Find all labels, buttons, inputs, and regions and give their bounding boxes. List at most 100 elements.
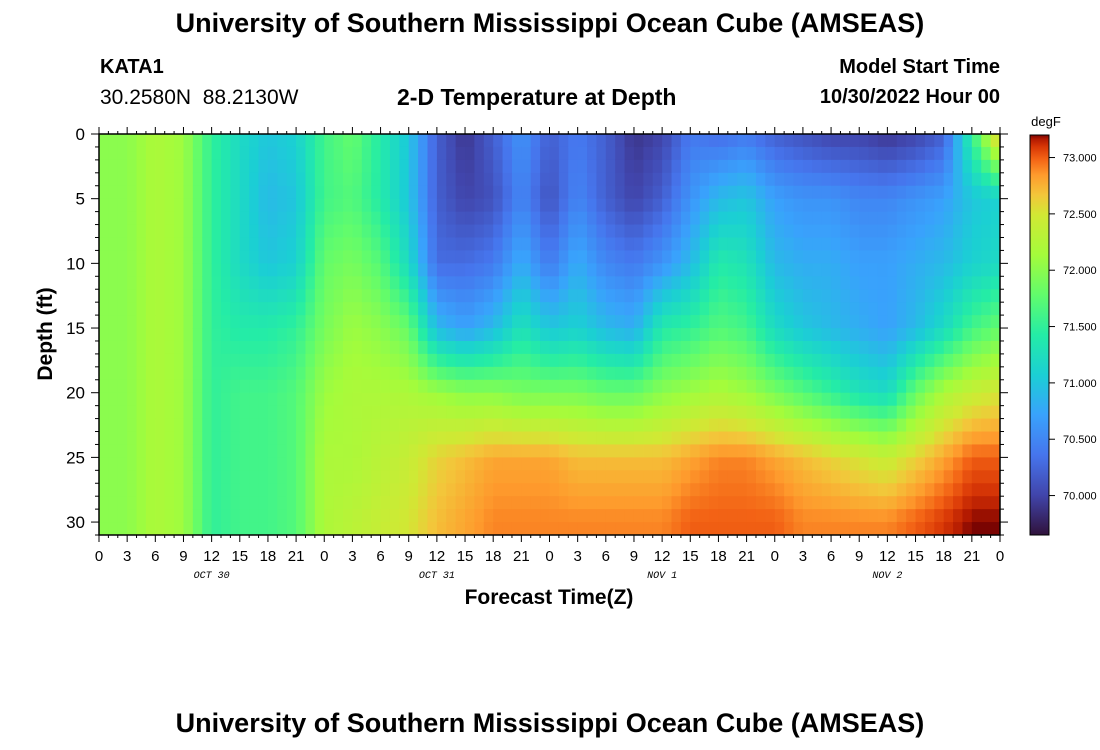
heatmap-cell [774, 470, 785, 484]
heatmap-cell [221, 276, 231, 290]
colorbar-units: degF [1031, 114, 1061, 129]
heatmap-cell [380, 483, 391, 497]
heatmap-cell [380, 522, 391, 535]
heatmap-cell [474, 224, 485, 239]
heatmap-cell [643, 237, 654, 252]
heatmap-cell [108, 211, 119, 226]
heatmap-cell [483, 496, 494, 510]
heatmap-cell [859, 211, 870, 226]
heatmap-cell [971, 302, 982, 316]
heatmap-cell [511, 496, 522, 510]
heatmap-cell [793, 522, 804, 535]
heatmap-cell [408, 237, 419, 252]
heatmap-cell [727, 289, 738, 303]
heatmap-cell [211, 470, 222, 484]
heatmap-cell [380, 509, 391, 523]
heatmap-cell [408, 302, 419, 316]
heatmap-cell [418, 302, 429, 316]
heatmap-cell [483, 431, 494, 446]
heatmap-cell [117, 405, 128, 420]
heatmap-cell [296, 289, 307, 303]
heatmap-cell [530, 470, 541, 484]
heatmap-cell [117, 302, 128, 316]
heatmap-cell [812, 340, 823, 355]
heatmap-cell [183, 405, 194, 420]
heatmap-cell [389, 211, 400, 226]
heatmap-cell [943, 509, 954, 523]
heatmap-cell [221, 185, 231, 200]
heatmap-cell [380, 405, 391, 420]
heatmap-cell [361, 353, 372, 368]
heatmap-cell [127, 522, 138, 535]
heatmap-cell [793, 185, 804, 200]
heatmap-cell [258, 496, 269, 510]
x-tick-label: 18 [260, 548, 277, 565]
heatmap-cell [971, 134, 982, 148]
heatmap-cell [652, 198, 663, 213]
heatmap-cell [164, 405, 175, 420]
heatmap-cell [877, 134, 888, 148]
heatmap-cell [343, 250, 354, 264]
heatmap-cell [183, 289, 194, 303]
heatmap-cell [849, 276, 860, 290]
heatmap-cell [174, 276, 185, 290]
heatmap-cell [737, 250, 748, 264]
heatmap-cell [680, 276, 691, 290]
heatmap-cell [633, 353, 644, 368]
heatmap-cell [455, 353, 466, 368]
heatmap-cell [324, 159, 335, 174]
heatmap-cell [953, 328, 964, 342]
heatmap-cell [896, 211, 907, 226]
heatmap-cell [380, 134, 391, 148]
heatmap-cell [267, 379, 278, 394]
heatmap-cell [868, 444, 879, 458]
heatmap-cell [136, 263, 147, 277]
heatmap-cell [765, 159, 776, 174]
heatmap-cell [540, 250, 551, 264]
heatmap-cell [343, 470, 354, 484]
heatmap-cell [117, 250, 128, 264]
heatmap-cell [230, 457, 241, 471]
heatmap-cell [493, 263, 504, 277]
heatmap-cell [127, 185, 138, 200]
heatmap-cell [267, 405, 278, 420]
heatmap-cell [127, 328, 138, 342]
heatmap-cell [662, 315, 673, 329]
heatmap-cell [493, 302, 504, 316]
heatmap-cell [755, 405, 766, 420]
heatmap-cell [183, 470, 194, 484]
heatmap-cell [953, 134, 964, 148]
heatmap-cell [202, 172, 213, 187]
heatmap-cell [502, 289, 513, 303]
heatmap-cell [981, 315, 992, 329]
heatmap-cell [465, 509, 476, 523]
heatmap-cell [192, 198, 203, 213]
heatmap-cell [746, 146, 757, 161]
heatmap-cell [540, 289, 551, 303]
heatmap-cell [324, 250, 335, 264]
heatmap-cell [906, 457, 917, 471]
heatmap-cell [333, 146, 344, 161]
heatmap-cell [840, 392, 851, 407]
heatmap-cell [333, 366, 344, 381]
heatmap-cell [145, 224, 156, 239]
heatmap-cell [896, 444, 907, 458]
heatmap-cell [230, 431, 241, 446]
heatmap-cell [343, 289, 354, 303]
heatmap-cell [530, 366, 541, 381]
heatmap-cell [502, 470, 513, 484]
heatmap-cell [605, 237, 616, 252]
heatmap-cell [605, 509, 616, 523]
heatmap-cell [333, 224, 344, 239]
heatmap-cell [465, 159, 476, 174]
heatmap-cell [127, 263, 138, 277]
heatmap-cell [746, 172, 757, 187]
heatmap-cell [943, 392, 954, 407]
heatmap-cell [887, 134, 898, 148]
heatmap-cell [887, 172, 898, 187]
heatmap-cell [296, 172, 307, 187]
heatmap-cell [314, 483, 325, 497]
heatmap-cell [389, 276, 400, 290]
heatmap-cell [314, 328, 325, 342]
